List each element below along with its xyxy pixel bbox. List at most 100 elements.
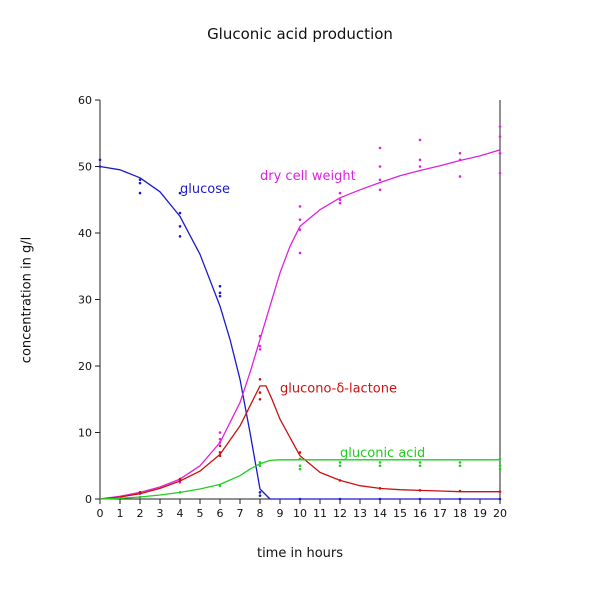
data-point-glucose — [138, 181, 142, 185]
data-point-dry-cell-weight — [218, 431, 222, 434]
data-point-glucose — [258, 494, 262, 497]
x-tick-label: 6 — [217, 507, 224, 520]
data-point-glucose — [218, 284, 222, 288]
x-tick-label: 4 — [177, 507, 184, 520]
data-point-glucose — [138, 178, 142, 182]
data-point-glucono-lactone — [218, 451, 222, 454]
data-point-glucose — [458, 497, 462, 501]
data-point-dry-cell-weight — [258, 348, 262, 351]
series-label-glucono-lactone: glucono-δ-lactone — [280, 382, 397, 397]
data-point-glucono-lactone — [138, 491, 142, 494]
series-label-gluconic-acid: gluconic acid — [340, 446, 425, 461]
data-point-glucono-lactone — [418, 489, 422, 492]
data-point-glucose — [338, 497, 342, 501]
series-line-glucose — [99, 165, 500, 500]
data-point-gluconic-acid — [498, 457, 502, 461]
y-tick-label: 30 — [78, 294, 92, 307]
x-tick-label: 0 — [97, 507, 104, 520]
data-point-dry-cell-weight — [458, 175, 462, 178]
data-point-gluconic-acid — [498, 467, 502, 471]
data-point-gluconic-acid — [338, 461, 342, 464]
data-point-glucose — [178, 211, 182, 215]
y-tick-label: 20 — [78, 360, 92, 373]
data-point-gluconic-acid — [258, 461, 262, 464]
data-point-gluconic-acid — [378, 461, 382, 464]
data-point-glucose — [98, 158, 102, 162]
x-tick-label: 17 — [433, 507, 447, 520]
x-tick-label: 10 — [293, 507, 307, 520]
data-point-glucono-lactone — [298, 451, 302, 454]
data-point-glucono-lactone — [218, 444, 222, 448]
data-point-dry-cell-weight — [378, 178, 382, 182]
data-point-glucose — [98, 165, 102, 168]
x-tick-label: 9 — [277, 507, 284, 520]
series-line-dry-cell-weight — [99, 149, 501, 500]
data-point-glucose — [178, 235, 182, 238]
data-point-glucose — [178, 191, 182, 195]
data-point-gluconic-acid — [418, 461, 422, 464]
x-tick-label: 12 — [333, 507, 347, 520]
data-point-glucono-lactone — [498, 490, 502, 493]
y-tick-label: 0 — [85, 493, 92, 506]
data-point-dry-cell-weight — [418, 165, 422, 168]
data-point-dry-cell-weight — [298, 218, 302, 221]
data-point-gluconic-acid — [338, 464, 342, 468]
data-point-dry-cell-weight — [498, 151, 502, 155]
data-point-gluconic-acid — [298, 467, 302, 471]
data-point-glucono-lactone — [458, 489, 462, 493]
data-point-glucono-lactone — [258, 378, 262, 381]
data-point-dry-cell-weight — [338, 198, 342, 202]
x-tick-label: 8 — [257, 507, 264, 520]
data-point-dry-cell-weight — [338, 191, 342, 195]
x-tick-label: 2 — [137, 507, 144, 520]
chart-title: Gluconic acid production — [207, 25, 393, 43]
data-point-glucono-lactone — [258, 391, 262, 394]
data-point-gluconic-acid — [218, 484, 222, 488]
data-point-dry-cell-weight — [298, 251, 302, 255]
data-point-glucose — [178, 225, 182, 228]
x-tick-label: 13 — [353, 507, 367, 520]
data-point-glucose — [298, 497, 302, 501]
data-point-dry-cell-weight — [498, 171, 502, 175]
data-point-dry-cell-weight — [298, 205, 302, 208]
x-tick-label: 3 — [157, 507, 164, 520]
data-point-gluconic-acid — [378, 464, 382, 468]
data-point-glucose — [418, 497, 422, 501]
data-point-glucono-lactone — [218, 454, 222, 458]
data-point-gluconic-acid — [258, 464, 262, 468]
data-point-dry-cell-weight — [458, 158, 462, 162]
data-point-glucono-lactone — [178, 479, 182, 482]
series-line-glucono-lactone — [99, 385, 500, 500]
data-point-dry-cell-weight — [498, 135, 502, 138]
x-axis-label: time in hours — [256, 546, 344, 561]
data-point-gluconic-acid — [418, 464, 422, 468]
y-tick-label: 60 — [78, 94, 92, 107]
x-tick-label: 19 — [473, 507, 487, 520]
y-tick-label: 10 — [78, 427, 92, 440]
y-tick-label: 40 — [78, 227, 92, 240]
data-point-dry-cell-weight — [218, 441, 222, 444]
data-point-dry-cell-weight — [258, 334, 262, 338]
data-point-glucose — [498, 497, 502, 501]
data-point-dry-cell-weight — [338, 201, 342, 205]
data-point-glucono-lactone — [258, 397, 262, 401]
x-tick-label: 20 — [493, 507, 507, 520]
data-point-glucose — [378, 497, 382, 501]
series-line-gluconic-acid — [99, 459, 500, 500]
data-point-gluconic-acid — [178, 491, 182, 494]
data-point-dry-cell-weight — [378, 188, 382, 192]
data-point-dry-cell-weight — [418, 158, 422, 162]
x-tick-label: 1 — [117, 507, 124, 520]
data-point-gluconic-acid — [298, 457, 302, 461]
data-point-dry-cell-weight — [378, 165, 382, 168]
data-point-dry-cell-weight — [298, 228, 302, 231]
data-point-glucono-lactone — [378, 487, 382, 490]
data-point-gluconic-acid — [138, 495, 142, 499]
data-point-gluconic-acid — [458, 461, 462, 464]
x-tick-label: 11 — [313, 507, 327, 520]
series-label-dry-cell-weight: dry cell weight — [260, 169, 356, 184]
x-tick-label: 16 — [413, 507, 427, 520]
data-point-glucose — [218, 294, 222, 298]
data-point-glucono-lactone — [338, 479, 342, 482]
